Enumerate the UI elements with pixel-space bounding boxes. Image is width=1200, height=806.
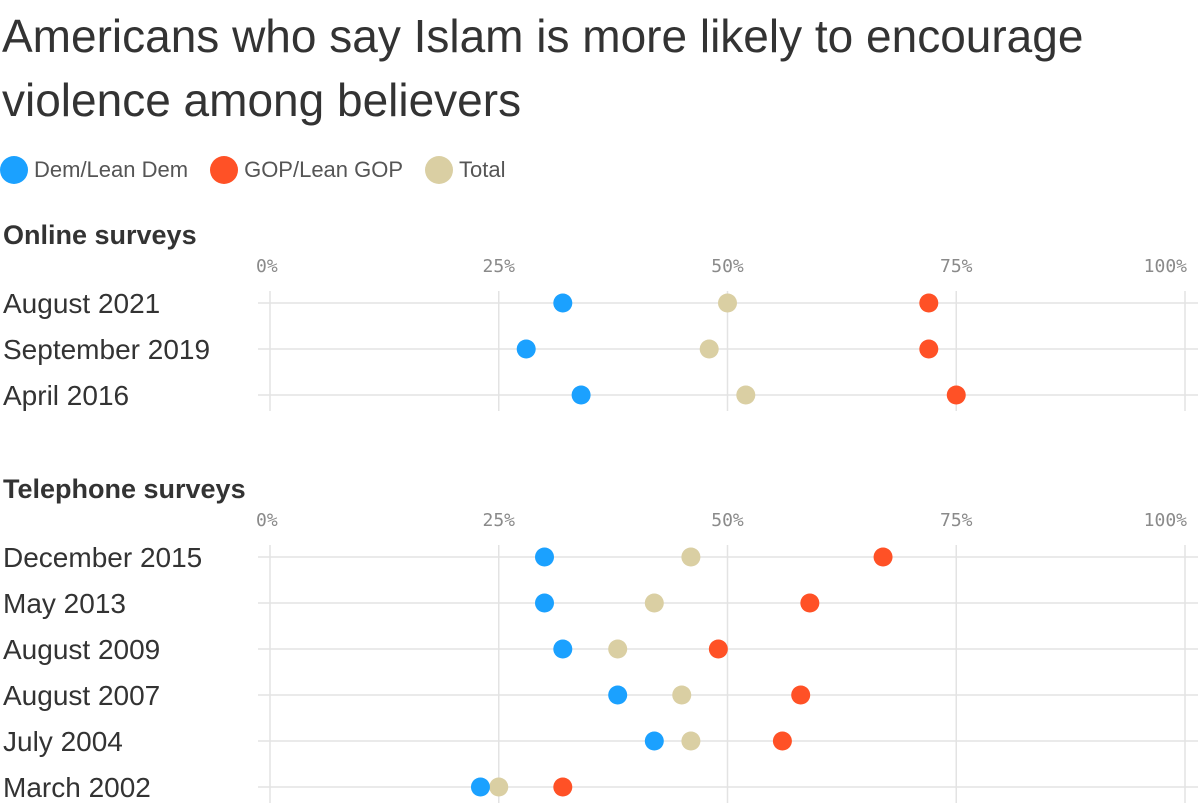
dot-total bbox=[736, 385, 756, 405]
dot-gop bbox=[919, 339, 939, 359]
row-label: December 2015 bbox=[3, 542, 202, 573]
legend-dot-total bbox=[425, 156, 454, 184]
x-tick-label: 75% bbox=[940, 510, 973, 531]
legend: Dem/Lean Dem GOP/Lean GOP Total bbox=[0, 154, 528, 186]
dot-total bbox=[699, 339, 719, 359]
dot-total bbox=[681, 547, 701, 567]
row-label: August 2009 bbox=[3, 634, 160, 665]
dot-total bbox=[644, 593, 664, 613]
dot-total bbox=[672, 685, 692, 705]
legend-label-total: Total bbox=[459, 157, 506, 182]
x-tick-label: 50% bbox=[711, 510, 744, 531]
dot-dem bbox=[553, 639, 573, 659]
legend-dot-dem bbox=[0, 156, 28, 184]
legend-label-dem: Dem/Lean Dem bbox=[34, 157, 189, 182]
panel-title: Online surveys bbox=[3, 220, 197, 250]
legend-label-gop: GOP/Lean GOP bbox=[244, 157, 404, 182]
dot-gop bbox=[873, 547, 893, 567]
dot-dem bbox=[553, 293, 573, 313]
chart-title: Americans who say Islam is more likely t… bbox=[2, 10, 1084, 126]
row-label: July 2004 bbox=[3, 726, 123, 757]
row-label: September 2019 bbox=[3, 334, 210, 365]
row-label: April 2016 bbox=[3, 380, 129, 411]
x-tick-label: 100% bbox=[1144, 256, 1188, 277]
dot-dem bbox=[608, 685, 628, 705]
dot-gop bbox=[553, 777, 573, 797]
x-tick-label: 50% bbox=[711, 256, 744, 277]
x-tick-label: 25% bbox=[482, 256, 515, 277]
legend-dot-gop bbox=[210, 156, 239, 184]
row-label: March 2002 bbox=[3, 772, 151, 803]
dot-dem bbox=[571, 385, 591, 405]
x-tick-label: 75% bbox=[940, 256, 973, 277]
x-tick-label: 0% bbox=[256, 256, 278, 277]
row-label: May 2013 bbox=[3, 588, 126, 619]
legend-item-total: Total bbox=[425, 156, 506, 184]
dot-gop bbox=[919, 293, 939, 313]
row-label: August 2007 bbox=[3, 680, 160, 711]
legend-item-gop: GOP/Lean GOP bbox=[210, 156, 403, 184]
x-tick-label: 25% bbox=[482, 510, 515, 531]
dot-gop bbox=[791, 685, 811, 705]
dot-gop bbox=[800, 593, 820, 613]
dot-total bbox=[681, 731, 701, 751]
dot-total bbox=[489, 777, 509, 797]
dot-total bbox=[718, 293, 737, 313]
dot-dem bbox=[535, 547, 554, 567]
x-tick-label: 100% bbox=[1144, 510, 1188, 531]
dot-dem bbox=[516, 339, 536, 359]
dot-gop bbox=[946, 385, 966, 405]
legend-item-dem: Dem/Lean Dem bbox=[0, 156, 188, 184]
row-label: August 2021 bbox=[3, 288, 160, 319]
dot-gop bbox=[708, 639, 728, 659]
dot-total bbox=[608, 639, 628, 659]
dot-dem bbox=[535, 593, 554, 613]
dot-dem bbox=[644, 731, 664, 751]
dot-dem bbox=[470, 777, 490, 797]
x-tick-label: 0% bbox=[256, 510, 278, 531]
panel-title: Telephone surveys bbox=[3, 474, 246, 504]
dot-gop bbox=[772, 731, 792, 751]
